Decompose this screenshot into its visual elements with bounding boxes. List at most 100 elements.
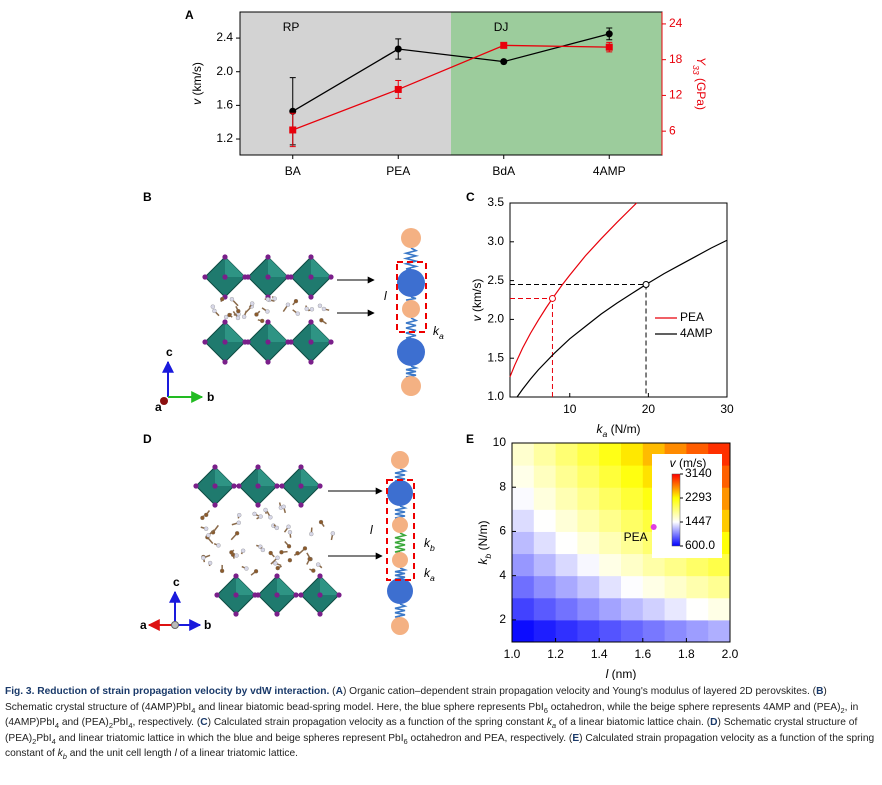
- atom: [309, 307, 315, 312]
- heat-cell: [664, 597, 687, 621]
- colorbar-tick-label: 2293: [685, 490, 712, 504]
- caption-run: and linear triatomic lattice in which th…: [55, 732, 404, 744]
- iodide: [279, 483, 285, 489]
- heat-cell: [512, 443, 535, 466]
- iodide: [308, 339, 314, 345]
- marker: [289, 126, 297, 134]
- heat-cell: [533, 465, 557, 488]
- atom: [287, 558, 293, 563]
- heat-cell: [577, 531, 600, 555]
- heat-cell: [686, 597, 709, 621]
- octahedron-face: [277, 576, 296, 595]
- axis-dot: [160, 397, 168, 405]
- label-part: (N/m): [607, 422, 640, 436]
- atom: [229, 297, 235, 302]
- atom: [235, 315, 241, 321]
- label-part: a: [439, 331, 444, 341]
- y-tick-label: 1.6: [216, 98, 233, 112]
- label-part: l: [370, 523, 373, 537]
- octahedron-face: [311, 322, 331, 342]
- iodide: [212, 483, 218, 489]
- iodide: [212, 502, 218, 508]
- atom: [253, 569, 259, 574]
- iodide: [274, 483, 280, 489]
- atom: [216, 543, 221, 548]
- caption-run: ) Calculated strain propagation velocity…: [207, 717, 547, 728]
- atom: [265, 297, 270, 302]
- label-part: k: [424, 566, 431, 580]
- axis-label: a: [155, 400, 162, 414]
- x-tick-label: 1.6: [634, 647, 651, 661]
- label-part: (nm): [608, 667, 636, 680]
- heat-cell: [577, 465, 600, 488]
- atom: [275, 555, 280, 560]
- atom: [304, 306, 309, 311]
- heat-cell: [642, 553, 666, 577]
- iodide: [245, 274, 251, 280]
- colorbar-box: [652, 454, 722, 558]
- atom: [274, 525, 279, 531]
- heat-cell: [533, 575, 557, 599]
- y-tick-label: 3.0: [487, 234, 504, 248]
- label-part: a: [602, 429, 607, 439]
- caption-run: C: [200, 717, 208, 728]
- heat-cell: [555, 597, 578, 621]
- point-label: PEA: [624, 530, 648, 544]
- atom: [293, 299, 299, 304]
- heat-cell: [555, 487, 578, 510]
- bead: [391, 617, 409, 635]
- colorbar-tick-label: 3140: [685, 466, 712, 480]
- iodide: [212, 464, 218, 470]
- y-tick-label: 2.4: [216, 30, 233, 44]
- octahedron-face: [268, 322, 288, 342]
- atom: [236, 520, 241, 525]
- heat-cell: [664, 575, 687, 599]
- marker: [394, 85, 402, 93]
- caption-run: and (PEA): [59, 717, 109, 728]
- label-part: k: [424, 536, 431, 550]
- marker: [605, 30, 613, 38]
- label-part: (km/s): [470, 279, 484, 316]
- atom: [285, 302, 291, 307]
- heat-cell: [577, 509, 600, 532]
- atom: [302, 546, 308, 551]
- axis-label: c: [166, 345, 173, 359]
- atom: [219, 568, 225, 574]
- atom: [220, 296, 225, 302]
- atom: [286, 544, 292, 549]
- iodide: [236, 483, 242, 489]
- iodide: [202, 274, 208, 280]
- unit-cell: [386, 479, 415, 581]
- caption-run: k: [57, 748, 63, 759]
- x-tick-label: BA: [285, 164, 301, 178]
- region-label: DJ: [494, 20, 509, 34]
- atom: [319, 318, 324, 323]
- heat-cell: [621, 443, 644, 466]
- iodide: [231, 483, 237, 489]
- legend-label: 4AMP: [680, 326, 713, 340]
- atom: [263, 507, 268, 513]
- atom: [212, 308, 217, 314]
- iodide: [222, 339, 228, 345]
- label-part: k: [476, 558, 490, 565]
- iodide: [222, 274, 228, 280]
- spring: [394, 505, 408, 519]
- iodide: [233, 611, 239, 617]
- caption-run: 6: [543, 705, 548, 715]
- caption-run: ) Schematic crystal structure of (PEA): [5, 717, 858, 744]
- iodide: [274, 611, 280, 617]
- y-tick-label: 1.0: [487, 389, 504, 403]
- caption-run: 4: [191, 705, 196, 715]
- atom: [330, 531, 335, 536]
- atom: [250, 301, 255, 306]
- atom: [254, 312, 259, 317]
- octahedron-face: [311, 257, 331, 277]
- colorbar-tick-label: 600.0: [685, 538, 715, 552]
- legend-label: PEA: [680, 310, 704, 324]
- octahedron-face: [320, 576, 339, 595]
- heat-cell: [686, 575, 709, 599]
- bead: [397, 269, 425, 297]
- x-tick-label: PEA: [386, 164, 410, 178]
- spring: [402, 247, 420, 270]
- heat-cell: [577, 553, 600, 577]
